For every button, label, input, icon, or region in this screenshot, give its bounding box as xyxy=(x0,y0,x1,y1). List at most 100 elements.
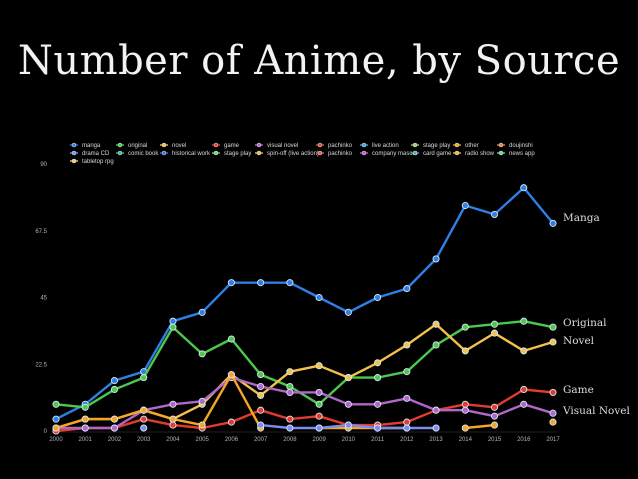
legend-label: card game xyxy=(423,151,452,157)
data-point xyxy=(140,424,148,432)
x-tick-label: 2017 xyxy=(546,437,560,443)
data-point xyxy=(198,397,206,405)
data-point xyxy=(81,415,89,423)
data-point xyxy=(198,350,206,358)
data-point xyxy=(169,421,177,429)
legend-item: live action xyxy=(360,142,399,149)
data-point xyxy=(490,403,499,411)
legend-label: live action xyxy=(372,143,399,149)
legend-item: novel xyxy=(160,142,186,149)
y-tick-label: 0 xyxy=(44,429,48,435)
data-point xyxy=(227,371,235,379)
x-tick-label: 2006 xyxy=(225,437,239,443)
series-line xyxy=(55,388,554,433)
data-point xyxy=(140,406,148,414)
series-minor-5 xyxy=(52,371,557,432)
data-point xyxy=(315,293,323,302)
x-tick-label: 2004 xyxy=(166,437,180,443)
data-point xyxy=(403,418,411,426)
data-point xyxy=(520,184,528,192)
series-end-labels: Manga Original Novel Game Visual Novel xyxy=(562,212,631,417)
data-point xyxy=(432,424,440,432)
data-point xyxy=(344,308,352,316)
legend-swatch-marker xyxy=(412,142,418,148)
chart-series xyxy=(52,184,557,435)
legend-swatch-marker xyxy=(361,142,367,148)
x-tick-label: 2009 xyxy=(312,437,326,443)
y-tick-label: 22.5 xyxy=(35,362,47,368)
legend-item: spin-off (live action) xyxy=(255,150,319,157)
data-point xyxy=(432,341,440,349)
legend-item: tabletop rpg xyxy=(70,158,114,165)
data-point xyxy=(257,391,265,399)
x-tick-label: 2001 xyxy=(79,437,93,443)
legend-label: original xyxy=(128,143,147,149)
data-point xyxy=(286,382,294,391)
data-point xyxy=(81,403,89,411)
legend-swatch-marker xyxy=(213,150,219,156)
x-tick-label: 2011 xyxy=(371,437,385,443)
data-point xyxy=(520,317,528,325)
data-point xyxy=(374,424,382,432)
legend-swatch-marker xyxy=(412,150,418,156)
data-point xyxy=(490,210,499,218)
legend-swatch-marker xyxy=(161,150,167,156)
y-tick-label: 90 xyxy=(40,162,47,168)
data-point xyxy=(344,374,352,382)
legend-label: stage play xyxy=(423,143,450,149)
data-point xyxy=(315,400,323,408)
end-label: Novel xyxy=(563,335,595,347)
legend-label: manga xyxy=(82,143,101,149)
data-point xyxy=(461,347,469,355)
data-point xyxy=(461,201,469,210)
data-point xyxy=(490,412,499,420)
series-line xyxy=(55,186,554,421)
end-label: Original xyxy=(563,317,607,329)
legend-item: pachinko xyxy=(316,142,353,149)
x-tick-label: 2010 xyxy=(342,437,356,443)
legend-item: news app xyxy=(497,150,535,157)
legend-label: radio show xyxy=(465,151,495,157)
x-tick-label: 2016 xyxy=(517,437,531,443)
x-tick-label: 2005 xyxy=(195,437,209,443)
legend-swatch-marker xyxy=(498,150,504,156)
data-point xyxy=(520,385,528,394)
data-point xyxy=(81,424,89,432)
data-point xyxy=(198,421,206,429)
data-point xyxy=(140,374,148,382)
legend-swatch-marker xyxy=(454,142,460,148)
data-point xyxy=(520,400,528,408)
legend-label: comic book xyxy=(128,151,159,157)
y-tick-label: 45 xyxy=(40,296,47,302)
data-point xyxy=(490,421,499,429)
data-point xyxy=(432,255,440,263)
legend-swatch-marker xyxy=(117,150,123,156)
legend-item: other xyxy=(453,142,479,149)
legend-item: company mascot xyxy=(360,150,418,157)
legend-item: radio show xyxy=(453,150,495,157)
data-point xyxy=(549,338,557,346)
data-point xyxy=(169,323,177,331)
data-point xyxy=(432,406,440,414)
data-point xyxy=(374,293,382,302)
data-point xyxy=(344,400,352,408)
legend-swatch-marker xyxy=(71,142,77,148)
legend-item: drama CD xyxy=(70,150,110,157)
legend-item: manga xyxy=(70,142,101,149)
data-point xyxy=(461,323,469,331)
data-point xyxy=(257,421,265,429)
x-tick-label: 2007 xyxy=(254,437,268,443)
data-point xyxy=(286,368,294,376)
data-point xyxy=(52,424,60,432)
data-point xyxy=(315,388,323,396)
x-tick-label: 2008 xyxy=(283,437,297,443)
data-point xyxy=(549,409,557,417)
data-point xyxy=(461,424,469,432)
data-point xyxy=(169,415,177,423)
legend-label: other xyxy=(465,143,479,149)
data-point xyxy=(257,406,265,414)
legend-swatch-marker xyxy=(317,142,323,148)
legend-label: company mascot xyxy=(372,151,418,157)
